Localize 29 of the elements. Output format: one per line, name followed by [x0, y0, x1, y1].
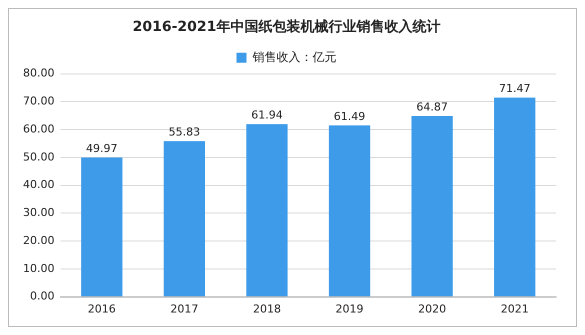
bar	[164, 141, 206, 296]
bar	[81, 158, 122, 296]
bar	[494, 98, 536, 296]
y-tick-label: 40.00	[22, 178, 54, 192]
y-tick-label: 0.00	[30, 290, 54, 303]
x-tick-label: 2018	[252, 302, 281, 316]
bar	[328, 125, 370, 296]
x-tick-label: 2017	[170, 302, 198, 316]
y-tick-label: 30.00	[22, 206, 54, 220]
y-tick-label: 70.00	[22, 94, 54, 108]
bar	[246, 124, 288, 296]
data-label: 61.49	[334, 110, 366, 123]
x-tick-label: 2019	[336, 302, 364, 316]
bar	[411, 116, 453, 296]
x-tick-label: 2021	[500, 302, 529, 316]
data-label: 71.47	[498, 82, 530, 95]
y-tick-label: 20.00	[22, 234, 54, 247]
y-tick-label: 10.00	[22, 262, 54, 275]
y-tick-label: 50.00	[22, 150, 54, 164]
y-tick-label: 60.00	[22, 122, 54, 136]
data-label: 55.83	[168, 126, 200, 139]
chart-title: 2016-2021年中国纸包装机械行业销售收入统计	[132, 18, 440, 36]
x-tick-label: 2020	[418, 302, 446, 316]
data-label: 49.97	[86, 142, 118, 155]
x-tick-label: 2016	[88, 302, 116, 316]
data-label: 64.87	[416, 100, 448, 114]
y-tick-label: 80.00	[22, 66, 54, 80]
legend-label: 销售收入：亿元	[252, 50, 336, 64]
data-label: 61.94	[251, 108, 283, 122]
